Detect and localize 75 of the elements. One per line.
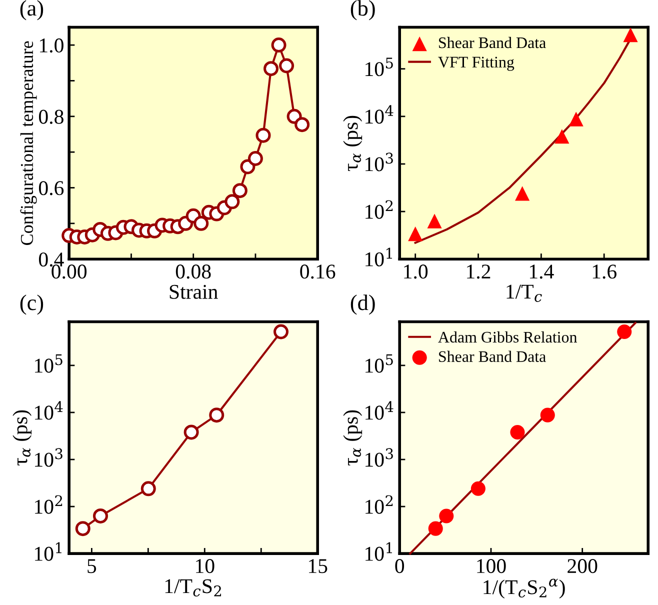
point	[439, 508, 454, 524]
x-tick-label: 200	[568, 559, 598, 574]
y-axis-title: τ$_{α}$ (ps)	[343, 116, 362, 172]
x-tick-label: 15	[309, 559, 328, 574]
point	[92, 508, 108, 524]
point	[408, 226, 423, 242]
y-tick-label: 10$^{4}$	[35, 401, 63, 420]
y-axis-title: Configurational temperature	[20, 41, 37, 245]
x-axis-title: Strain	[170, 284, 218, 299]
y-tick-label: 10$^{5}$	[35, 354, 62, 373]
x-tick-label: 0.00	[52, 264, 87, 279]
point	[515, 186, 530, 201]
y-tick-label: 0.8	[38, 110, 64, 124]
point	[232, 183, 248, 198]
x-tick-label: 1.2	[467, 264, 490, 279]
x-tick-label: 1.6	[592, 264, 616, 279]
point	[248, 151, 263, 166]
y-tick-label: 10$^{2}$	[366, 495, 393, 514]
y-tick-label: 10$^{1}$	[366, 542, 392, 561]
x-tick-label: 5	[88, 559, 96, 574]
chart-title: (a)	[20, 0, 44, 20]
legend-label: Adam Gibbs Relation	[438, 331, 578, 343]
point	[184, 424, 199, 440]
point	[428, 521, 443, 536]
point	[209, 408, 224, 423]
point	[294, 117, 310, 132]
y-tick-label: 10$^{3}$	[366, 448, 393, 467]
x-tick-label: 100	[477, 559, 506, 574]
y-tick-label: 10$^{3}$	[366, 152, 393, 172]
y-axis-title: τ$_{α}$ (ps)	[12, 410, 32, 466]
point	[554, 129, 570, 144]
x-axis-title: 1/T$_{c}$S$_{2}$	[165, 579, 222, 596]
x-tick-label: 0.16	[300, 264, 336, 279]
y-tick-label: 10$^{1}$	[366, 248, 392, 266]
y-tick-label: 0.6	[38, 181, 64, 196]
point	[274, 324, 289, 340]
point	[540, 408, 555, 422]
point	[194, 216, 209, 231]
y-tick-label: 10$^{2}$	[35, 495, 62, 514]
point	[140, 481, 156, 496]
point	[75, 521, 90, 536]
point	[470, 481, 486, 496]
point	[510, 424, 525, 440]
x-axis-title: 1/(T$_{c}$S$_{2}$$^{α}$)	[484, 578, 565, 598]
point	[256, 128, 271, 143]
y-tick-label: 0.4	[38, 252, 64, 267]
chart-title: (d)	[350, 294, 375, 315]
y-axis-title: τ$_{α}$ (ps)	[343, 410, 362, 466]
x-tick-label: 0	[395, 559, 404, 574]
point	[271, 38, 286, 53]
chart-title: (c)	[20, 294, 44, 315]
legend-label: VFT Fitting	[438, 56, 514, 71]
legend-label: Shear Band Data	[439, 36, 546, 48]
y-tick-label: 10$^{5}$	[366, 354, 393, 373]
point	[427, 214, 442, 228]
x-tick-label: 10	[196, 559, 214, 574]
point	[623, 28, 638, 42]
legend-label: Shear Band Data	[439, 350, 546, 362]
x-axis-title: 1/T$_{c}$	[506, 284, 542, 302]
y-tick-label: 10$^{5}$	[366, 58, 393, 76]
point	[617, 324, 632, 340]
point	[224, 194, 240, 210]
y-tick-label: 10$^{4}$	[366, 401, 394, 420]
point	[568, 112, 584, 126]
x-tick-label: 1.4	[530, 264, 554, 279]
y-tick-label: 1.0	[40, 38, 64, 53]
y-tick-label: 10$^{4}$	[366, 105, 394, 124]
x-tick-label: 1.0	[404, 264, 428, 279]
y-tick-label: 10$^{2}$	[366, 200, 393, 219]
x-tick-label: 0.08	[176, 264, 211, 279]
point	[279, 58, 294, 74]
y-tick-label: 10$^{3}$	[35, 448, 62, 467]
point	[264, 61, 279, 76]
chart-title: (b)	[350, 0, 375, 20]
y-tick-label: 10$^{1}$	[35, 542, 62, 561]
